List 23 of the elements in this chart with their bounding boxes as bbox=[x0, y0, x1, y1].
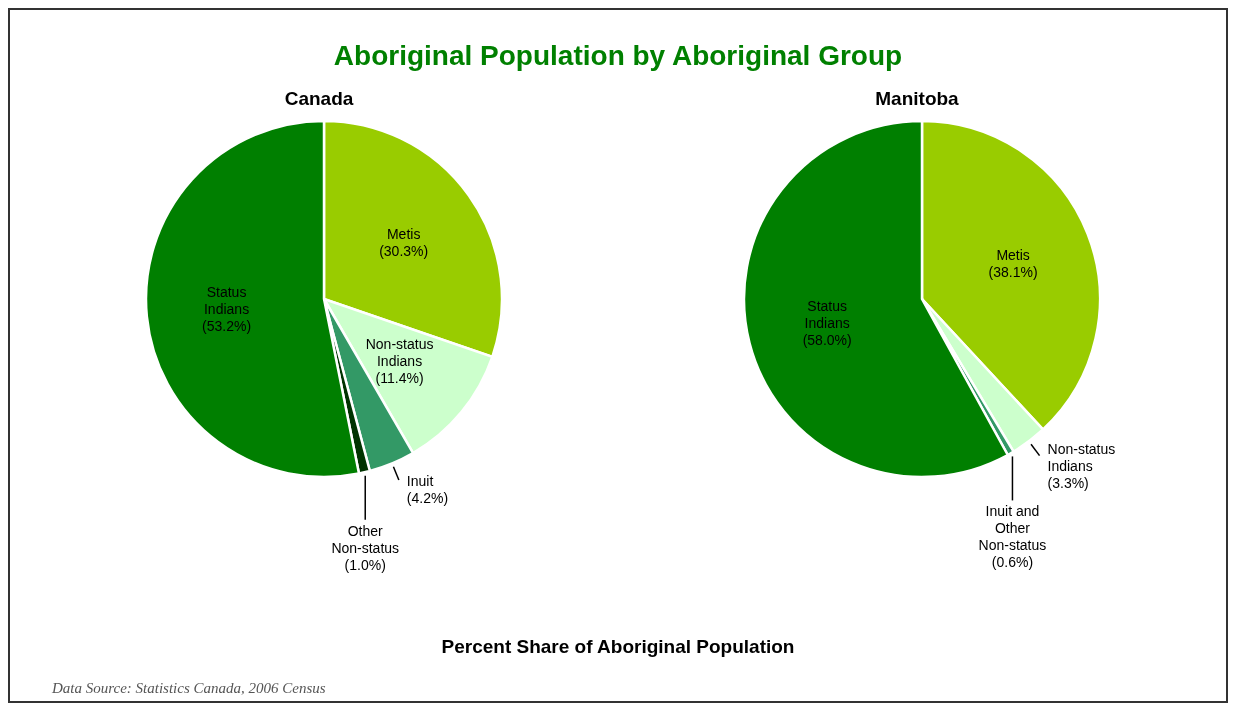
slice-label: Non-status Indians bbox=[1047, 440, 1116, 474]
data-label: (1.0%) bbox=[344, 557, 386, 574]
slice-label: Metis bbox=[996, 246, 1030, 263]
data-label: (3.3%) bbox=[1047, 474, 1089, 491]
slice-label: Status Indians bbox=[804, 298, 850, 332]
slice-label: Non-status Indians bbox=[365, 336, 434, 370]
slice-label: Status Indians bbox=[204, 283, 250, 317]
text: Percent Share of Aboriginal Population bbox=[440, 636, 796, 658]
data-label: (53.2%) bbox=[202, 317, 252, 334]
slice-label: Other Non-status bbox=[331, 523, 400, 557]
data-label: (30.3%) bbox=[379, 242, 429, 259]
slice-label: Metis bbox=[386, 225, 421, 242]
chart-subtitle: Canada bbox=[283, 88, 355, 111]
chart-subtitle: Manitoba bbox=[874, 88, 960, 111]
data-label: (4.2%) bbox=[406, 490, 449, 507]
data-label: (11.4%) bbox=[375, 370, 424, 387]
source-note: Data Source: Statistics Canada, 2006 Census bbox=[52, 680, 326, 697]
data-label: (38.1%) bbox=[988, 263, 1038, 280]
text: Aboriginal Population by Aboriginal Group bbox=[332, 40, 904, 72]
data-label: (0.6%) bbox=[991, 554, 1034, 571]
slice-label: Inuit and Other Non-status bbox=[978, 503, 1047, 554]
slice-label: Inuit bbox=[406, 473, 434, 490]
data-label: (58.0%) bbox=[802, 332, 852, 349]
